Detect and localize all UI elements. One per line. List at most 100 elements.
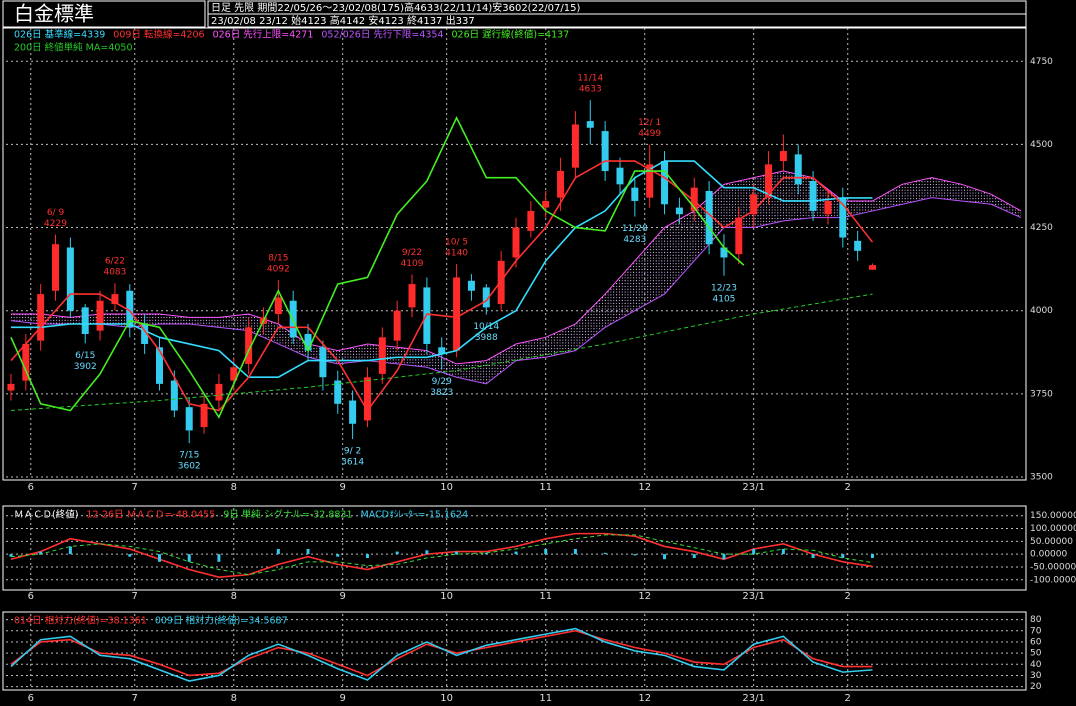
- candle-body: [453, 277, 461, 351]
- histogram-bar: [39, 551, 43, 555]
- candle-body: [601, 131, 609, 172]
- x-tick-label: 12: [638, 591, 651, 602]
- annotation-value: 3988: [475, 333, 498, 343]
- candle-body: [274, 297, 282, 315]
- annotation-date: 11/28: [622, 224, 648, 234]
- x-tick-label: 9: [340, 693, 346, 704]
- candle-body: [141, 324, 149, 344]
- candle-body: [334, 380, 342, 404]
- x-tick-label: 8: [231, 591, 237, 602]
- x-tick-label: 2: [845, 482, 851, 493]
- candle-body: [809, 180, 817, 211]
- x-tick-label: 10: [440, 482, 453, 493]
- series-line: [10, 532, 873, 578]
- annotation-value: 4083: [103, 268, 126, 278]
- y-tick-label: 150.00000: [1030, 511, 1076, 521]
- candle-body: [735, 217, 743, 255]
- series-line: [10, 627, 873, 682]
- info-line: 23/02/08 23/12 始4123 高4142 安4123 終4137 出…: [211, 14, 475, 27]
- histogram-bar: [722, 554, 726, 560]
- candle-body: [81, 307, 89, 334]
- candle-body: [869, 265, 877, 270]
- histogram-bar: [68, 546, 72, 555]
- histogram-bar: [395, 551, 399, 555]
- candle-body: [705, 190, 713, 245]
- annotation-date: 6/15: [75, 351, 95, 361]
- y-tick-label: 40: [1030, 660, 1042, 670]
- candle-body: [7, 383, 15, 391]
- annotation-value: 3823: [430, 388, 453, 398]
- x-tick-label: 7: [132, 693, 138, 704]
- annotation-value: 4283: [623, 235, 646, 245]
- legend-entry: 009日 転換線=4206: [113, 29, 204, 41]
- macd-panel: [2, 505, 1027, 591]
- histogram-bar: [752, 549, 756, 555]
- candle-body: [408, 284, 416, 308]
- y-tick-label: 30: [1030, 671, 1042, 681]
- legend-entry: 026日 遅行線(終値)=4137: [452, 29, 570, 41]
- annotation-date: 9/ 2: [344, 447, 361, 457]
- candle-body: [675, 207, 683, 215]
- candle-body: [854, 240, 862, 251]
- annotation-value: 4633: [579, 85, 602, 95]
- cloud-span: [10, 170, 1022, 365]
- histogram-bar: [663, 554, 667, 560]
- annotation-date: 10/14: [473, 322, 499, 332]
- candle-body: [363, 377, 371, 421]
- series-line: [10, 293, 873, 411]
- annotation-value: 4499: [638, 129, 661, 139]
- annotation-date: 12/ 1: [638, 118, 661, 128]
- legend-entry: 200日 終値単純 MA=4050: [14, 42, 133, 54]
- legend-entry: 9日 単純 シグナル=-32.8831: [223, 509, 352, 521]
- candle-body: [571, 124, 579, 168]
- x-tick-label: 11: [539, 693, 552, 704]
- y-tick-label: 50: [1030, 649, 1042, 659]
- candle-body: [512, 227, 520, 258]
- annotation-date: 8/15: [268, 254, 288, 264]
- title-box: [2, 0, 206, 28]
- series-line: [10, 534, 873, 576]
- candle-body: [720, 247, 728, 258]
- x-tick-label: 23/1: [742, 693, 764, 704]
- candle-body: [66, 247, 74, 311]
- annotation-value: 4109: [401, 259, 424, 269]
- rsi-panel: [2, 611, 1027, 691]
- x-tick-label: 11: [539, 591, 552, 602]
- y-tick-label: 70: [1030, 626, 1042, 636]
- x-tick-label: 10: [440, 693, 453, 704]
- histogram-bar: [336, 554, 340, 557]
- candle-body: [170, 380, 178, 411]
- histogram-bar: [455, 551, 459, 555]
- annotation-value: 4140: [445, 249, 468, 259]
- candle-body: [37, 294, 45, 341]
- legend-entry: 12-26日 ＭＡＣＤ=-48.0455: [86, 510, 215, 521]
- legend-entry: 052/026日 先行下限=4354: [321, 29, 443, 41]
- candle-body: [96, 300, 104, 331]
- annotation-value: 4105: [713, 294, 736, 304]
- y-tick-label: -50.00000: [1030, 562, 1076, 572]
- x-tick-label: 2: [845, 591, 851, 602]
- y-tick-label: 100.00000: [1030, 524, 1076, 534]
- annotation-date: 11/14: [577, 74, 603, 84]
- candle-body: [646, 164, 654, 198]
- x-tick-label: 7: [132, 482, 138, 493]
- legend-entry: 009日 相対力(終値)=34.5687: [155, 615, 288, 627]
- histogram-bar: [484, 552, 488, 555]
- x-tick-label: 12: [638, 693, 651, 704]
- y-tick-label: 60: [1030, 637, 1042, 647]
- x-tick-label: 9: [340, 591, 346, 602]
- histogram-bar: [128, 554, 132, 557]
- histogram-bar: [276, 549, 280, 555]
- y-tick-label: 3750: [1030, 389, 1053, 399]
- candle-body: [779, 151, 787, 162]
- histogram-bar: [544, 549, 548, 555]
- legend-entry: 014日 相対力(終値)=38.1361: [14, 615, 147, 627]
- y-tick-label: 50.00000: [1030, 537, 1073, 547]
- candle-body: [155, 347, 163, 384]
- candle-body: [230, 367, 238, 381]
- y-tick-label: 4250: [1030, 223, 1053, 233]
- histogram-bar: [871, 554, 875, 558]
- candle-body: [750, 194, 758, 215]
- histogram-bar: [9, 554, 13, 557]
- candle-body: [349, 400, 357, 424]
